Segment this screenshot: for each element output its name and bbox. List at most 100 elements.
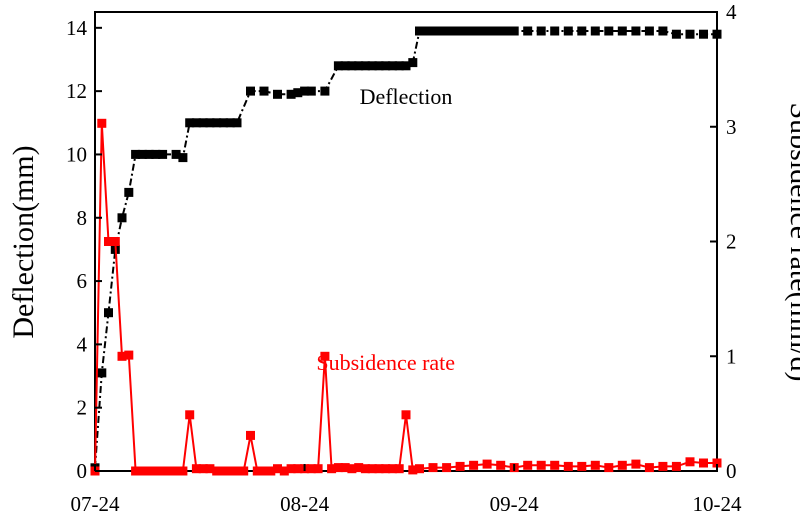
deflection-marker [523, 26, 533, 36]
subsidence-rate-marker [124, 350, 134, 360]
subsidence-rate-marker [455, 461, 465, 471]
deflection-marker [137, 149, 147, 159]
subsidence-rate-marker [360, 464, 370, 474]
subsidence-rate-marker [110, 237, 120, 246]
subsidence-rate-marker [590, 460, 600, 470]
deflection-marker [421, 26, 431, 36]
subsidence-rate-marker [577, 461, 587, 471]
deflection-marker [455, 26, 465, 36]
subsidence-rate-marker [293, 464, 303, 474]
subsidence-rate-marker [671, 461, 681, 471]
subsidence-rate-marker [320, 351, 330, 361]
deflection-marker [394, 61, 404, 71]
subsidence-rate-marker [185, 410, 195, 420]
deflection-marker [178, 153, 188, 163]
subsidence-rate-marker [374, 464, 384, 474]
deflection-marker [205, 118, 215, 128]
subsidence-rate-marker [286, 464, 296, 474]
deflection-marker [428, 26, 438, 36]
series-layer [90, 26, 722, 476]
deflection-marker [306, 86, 316, 96]
subsidence-rate-marker [604, 463, 614, 473]
subsidence-rate-marker [408, 465, 418, 475]
right-tick-label: 2 [726, 230, 737, 254]
deflection-marker [124, 187, 134, 197]
subsidence-rate-marker [171, 466, 181, 476]
subsidence-rate-marker [563, 461, 573, 471]
deflection-marker [388, 61, 397, 71]
deflection-marker [144, 149, 154, 159]
deflection-marker [273, 89, 282, 99]
subsidence-rate-marker [469, 460, 479, 470]
left-axis-title: Deflection(mm) [7, 145, 40, 338]
subsidence-rate-marker [388, 464, 397, 474]
x-tick-label: 08-24 [280, 492, 329, 516]
deflection-marker [374, 61, 384, 71]
deflection-annotation: Deflection [360, 84, 453, 109]
right-tick-label: 4 [726, 0, 737, 24]
subsidence-rate-marker [381, 464, 391, 474]
deflection-marker [550, 26, 560, 36]
deflection-marker [219, 118, 228, 128]
subsidence-rate-marker [279, 466, 289, 476]
deflection-marker [482, 26, 492, 36]
subsidence-rate-marker [550, 460, 560, 470]
deflection-marker [259, 86, 269, 96]
subsidence-rate-marker [144, 466, 154, 476]
deflection-marker [198, 118, 208, 128]
subsidence-rate-marker [212, 466, 222, 476]
deflection-marker [442, 26, 452, 36]
deflection-marker [212, 118, 222, 128]
deflection-marker [286, 89, 296, 99]
subsidence-rate-marker [428, 463, 438, 473]
deflection-marker [699, 29, 708, 39]
deflection-marker [347, 61, 357, 71]
subsidence-rate-marker [367, 464, 377, 474]
deflection-marker [563, 26, 573, 36]
deflection-marker [408, 58, 418, 68]
deflection-marker [151, 149, 161, 159]
subsidence-rate-marker [658, 461, 668, 471]
deflection-marker [300, 86, 310, 96]
subsidence-rate-marker [117, 351, 127, 361]
subsidence-rate-marker [219, 466, 228, 476]
subsidence-rate-marker [313, 464, 323, 474]
subsidence-rate-marker [394, 464, 404, 474]
deflection-marker [104, 308, 113, 318]
deflection-marker [158, 149, 168, 159]
subsidence-rate-marker [699, 458, 708, 468]
subsidence-rate-marker [482, 459, 492, 469]
subsidence-rate-marker [333, 463, 343, 473]
subsidence-rate-marker [252, 466, 262, 476]
deflection-marker [604, 26, 614, 36]
deflection-marker [225, 118, 235, 128]
x-tick-label: 09-24 [490, 492, 539, 516]
subsidence-rate-marker [631, 459, 641, 469]
subsidence-rate-marker [496, 460, 506, 470]
subsidence-rate-marker [164, 466, 174, 476]
subsidence-rate-marker [246, 430, 255, 440]
left-tick-label: 4 [77, 332, 88, 356]
subsidence-rate-marker [536, 460, 546, 470]
subsidence-rate-marker [442, 463, 452, 473]
subsidence-rate-marker [178, 466, 188, 476]
deflection-marker [577, 26, 587, 36]
subsidence-rate-marker [259, 466, 269, 476]
deflection-marker [185, 118, 195, 128]
deflection-marker [631, 26, 641, 36]
subsidence-rate-marker [523, 460, 533, 470]
deflection-marker [415, 26, 424, 36]
subsidence-rate-marker [151, 466, 161, 476]
deflection-marker [320, 86, 330, 96]
right-tick-label: 0 [726, 459, 737, 483]
deflection-marker [536, 26, 546, 36]
deflection-marker [671, 29, 681, 39]
deflection-marker [401, 61, 411, 71]
deflection-marker [658, 26, 668, 36]
deflection-marker [354, 61, 364, 71]
subsidence-rate-marker [266, 466, 276, 476]
subsidence-rate-annotation: Subsidence rate [316, 350, 455, 375]
subsidence-rate-marker [232, 466, 242, 476]
subsidence-rate-marker [137, 466, 147, 476]
